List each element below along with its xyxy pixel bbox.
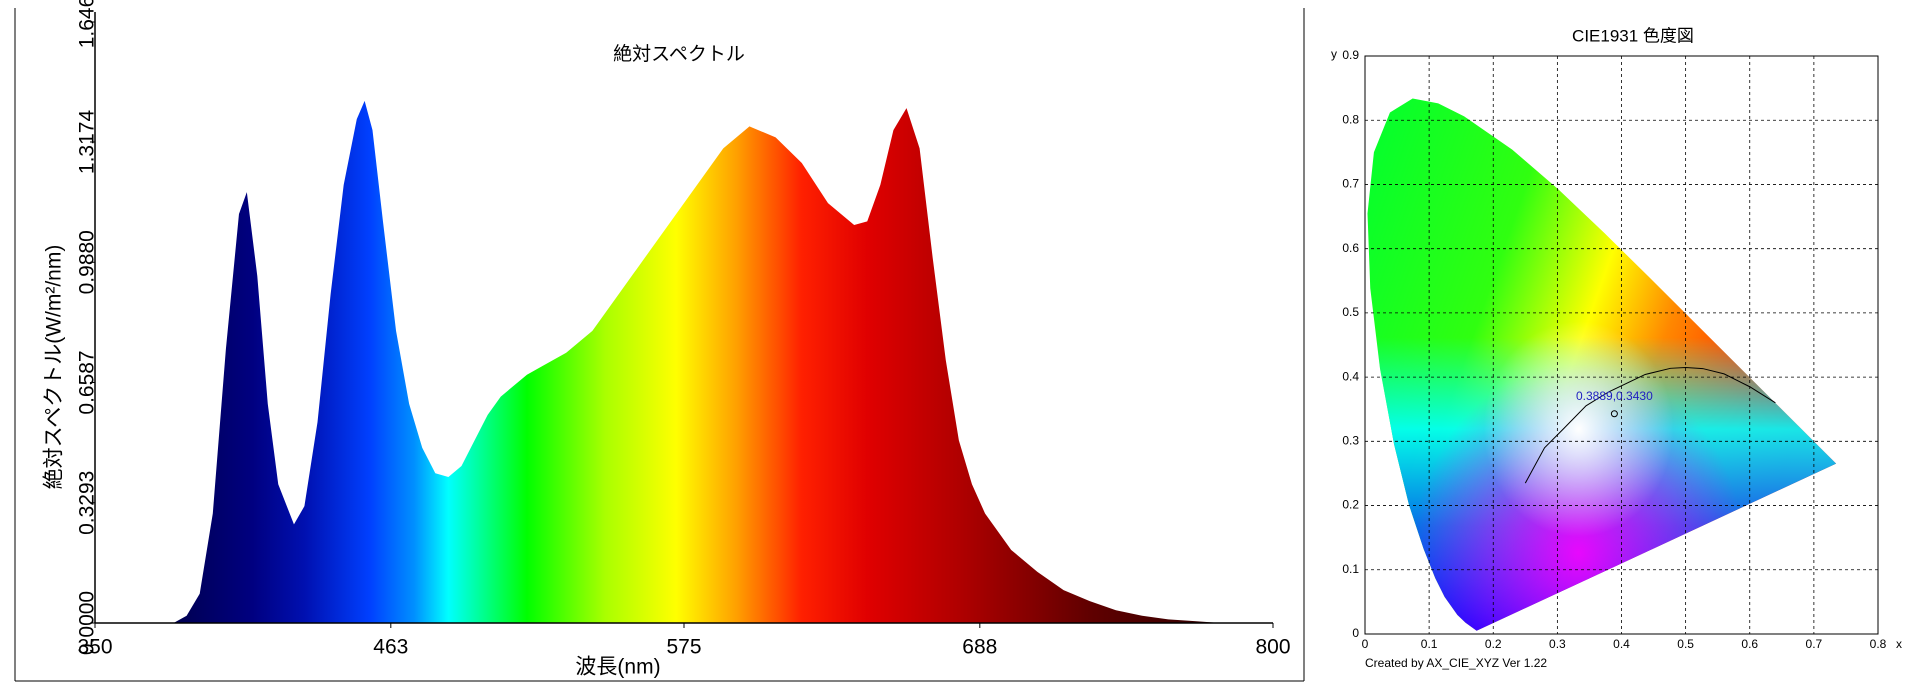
y-tick-label: 1.3174: [76, 110, 99, 175]
y-axis-label: 絶対スペクトル(W/m²/nm): [43, 245, 66, 490]
x-tick-label: 0.1: [1421, 637, 1438, 651]
y-tick-label: 0.3: [1342, 434, 1359, 448]
x-tick-label: 575: [666, 636, 701, 659]
x-tick-label: 0.8: [1870, 637, 1887, 651]
chromaticity-point: [1610, 410, 1618, 418]
y-tick-label: 0.6587: [76, 350, 99, 414]
y-tick-label: 0.4: [1342, 369, 1359, 383]
y-tick-label: 0.2: [1342, 498, 1359, 512]
y-tick-label: 0.9880: [76, 230, 99, 294]
y-tick-label: 0.7: [1342, 177, 1359, 191]
x-tick-label: 0.6: [1741, 637, 1758, 651]
x-tick-label: 0.3: [1549, 637, 1566, 651]
point-annotation: 0.3889,0.3430: [1576, 389, 1653, 403]
x-tick-label: 463: [373, 636, 408, 659]
x-tick-label: 800: [1255, 636, 1290, 659]
footer: Created by AX_CIE_XYZ Ver 1.22: [1365, 656, 1547, 670]
spectrum-area: [173, 100, 1221, 624]
x-axis-label: x: [1896, 637, 1902, 651]
y-tick-label: 0.9: [1342, 48, 1359, 62]
chart-title: CIE1931 色度図: [1572, 26, 1694, 45]
planckian-locus: [1524, 366, 1776, 484]
x-tick-label: 0.5: [1677, 637, 1694, 651]
x-tick-label: 0.7: [1806, 637, 1823, 651]
y-tick-label: 0: [1352, 626, 1359, 640]
chart-title: 絶対スペクトル: [613, 43, 745, 65]
y-tick-label: 0.8: [1342, 112, 1359, 126]
x-tick-label: 0.2: [1485, 637, 1502, 651]
x-tick-label: 688: [962, 636, 997, 659]
y-tick-label: 0.1: [1342, 562, 1359, 576]
x-tick-label: 0.4: [1613, 637, 1630, 651]
y-axis-label: y: [1331, 47, 1337, 61]
y-tick-label: 0.0000: [76, 591, 99, 655]
y-tick-label: 0.6: [1342, 241, 1359, 255]
y-tick-label: 0.5: [1342, 305, 1359, 319]
y-tick-label: 0.3293: [76, 471, 99, 535]
x-axis-label: 波長(nm): [575, 656, 660, 679]
x-tick-label: 350: [77, 636, 112, 659]
y-tick-label: 1.646: [76, 0, 99, 48]
x-tick-label: 0: [1362, 637, 1369, 651]
